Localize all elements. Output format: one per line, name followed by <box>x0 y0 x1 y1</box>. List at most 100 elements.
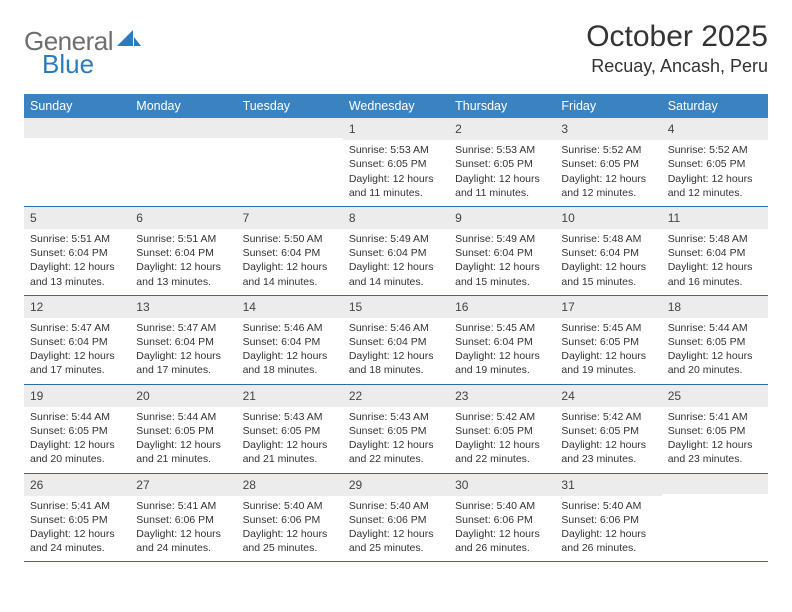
day-number: 25 <box>662 385 768 407</box>
sunrise-line: Sunrise: 5:41 AM <box>30 499 124 513</box>
day-cell: 21Sunrise: 5:43 AMSunset: 6:05 PMDayligh… <box>237 385 343 473</box>
sunrise-line: Sunrise: 5:45 AM <box>561 321 655 335</box>
day-body: Sunrise: 5:40 AMSunset: 6:06 PMDaylight:… <box>555 496 661 562</box>
day-cell: 1 Sunrise: 5:53 AMSunset: 6:05 PMDaylight… <box>343 118 449 206</box>
daylight-line: Daylight: 12 hours and 17 minutes. <box>30 349 124 377</box>
day-body: Sunrise: 5:47 AMSunset: 6:04 PMDaylight:… <box>24 318 130 384</box>
day-number <box>662 474 768 494</box>
day-body: Sunrise: 5:48 AMSunset: 6:04 PMDaylight:… <box>662 229 768 295</box>
day-number: 29 <box>343 474 449 496</box>
daylight-line: Daylight: 12 hours and 14 minutes. <box>243 260 337 288</box>
week-row: 12Sunrise: 5:47 AMSunset: 6:04 PMDayligh… <box>24 296 768 385</box>
weekday-header: Wednesday <box>343 94 449 118</box>
daylight-line: Daylight: 12 hours and 11 minutes. <box>455 172 549 200</box>
sunrise-line: Sunrise: 5:40 AM <box>455 499 549 513</box>
daylight-line: Daylight: 12 hours and 13 minutes. <box>136 260 230 288</box>
day-body: Sunrise: 5:48 AMSunset: 6:04 PMDaylight:… <box>555 229 661 295</box>
daylight-line: Daylight: 12 hours and 25 minutes. <box>243 527 337 555</box>
daylight-line: Daylight: 12 hours and 15 minutes. <box>561 260 655 288</box>
sunrise-line: Sunrise: 5:53 AM <box>349 143 443 157</box>
day-body: Sunrise: 5:44 AMSunset: 6:05 PMDaylight:… <box>130 407 236 473</box>
daylight-line: Daylight: 12 hours and 26 minutes. <box>561 527 655 555</box>
day-body: Sunrise: 5:51 AMSunset: 6:04 PMDaylight:… <box>130 229 236 295</box>
sunrise-line: Sunrise: 5:46 AM <box>349 321 443 335</box>
sunrise-line: Sunrise: 5:44 AM <box>668 321 762 335</box>
day-cell: 15Sunrise: 5:46 AMSunset: 6:04 PMDayligh… <box>343 296 449 384</box>
sunset-line: Sunset: 6:05 PM <box>30 513 124 527</box>
sunrise-line: Sunrise: 5:41 AM <box>136 499 230 513</box>
daylight-line: Daylight: 12 hours and 22 minutes. <box>349 438 443 466</box>
day-number: 24 <box>555 385 661 407</box>
sunset-line: Sunset: 6:05 PM <box>349 157 443 171</box>
day-body: Sunrise: 5:42 AMSunset: 6:05 PMDaylight:… <box>555 407 661 473</box>
week-row: 1Sunrise: 5:53 AMSunset: 6:05 PMDaylight… <box>24 118 768 207</box>
day-cell: 28Sunrise: 5:40 AMSunset: 6:06 PMDayligh… <box>237 474 343 562</box>
day-body: Sunrise: 5:44 AMSunset: 6:05 PMDaylight:… <box>24 407 130 473</box>
daylight-line: Daylight: 12 hours and 25 minutes. <box>349 527 443 555</box>
day-number <box>130 118 236 138</box>
sunrise-line: Sunrise: 5:49 AM <box>349 232 443 246</box>
day-number: 28 <box>237 474 343 496</box>
day-cell: 19Sunrise: 5:44 AMSunset: 6:05 PMDayligh… <box>24 385 130 473</box>
day-cell: 9Sunrise: 5:49 AMSunset: 6:04 PMDaylight… <box>449 207 555 295</box>
day-cell: 23Sunrise: 5:42 AMSunset: 6:05 PMDayligh… <box>449 385 555 473</box>
sunrise-line: Sunrise: 5:47 AM <box>30 321 124 335</box>
sunset-line: Sunset: 6:05 PM <box>136 424 230 438</box>
day-number: 1 <box>343 118 449 140</box>
sunset-line: Sunset: 6:04 PM <box>349 246 443 260</box>
day-cell: 25Sunrise: 5:41 AMSunset: 6:05 PMDayligh… <box>662 385 768 473</box>
sunset-line: Sunset: 6:05 PM <box>668 157 762 171</box>
day-number: 22 <box>343 385 449 407</box>
day-number <box>24 118 130 138</box>
day-body: Sunrise: 5:40 AMSunset: 6:06 PMDaylight:… <box>237 496 343 562</box>
daylight-line: Daylight: 12 hours and 24 minutes. <box>136 527 230 555</box>
day-body: Sunrise: 5:46 AMSunset: 6:04 PMDaylight:… <box>343 318 449 384</box>
sunset-line: Sunset: 6:04 PM <box>30 246 124 260</box>
month-title: October 2025 <box>586 20 768 54</box>
daylight-line: Daylight: 12 hours and 12 minutes. <box>561 172 655 200</box>
day-number: 19 <box>24 385 130 407</box>
day-number: 3 <box>555 118 661 140</box>
day-body: Sunrise: 5:52 AMSunset: 6:05 PMDaylight:… <box>662 140 768 206</box>
sunrise-line: Sunrise: 5:52 AM <box>561 143 655 157</box>
day-cell: 22Sunrise: 5:43 AMSunset: 6:05 PMDayligh… <box>343 385 449 473</box>
daylight-line: Daylight: 12 hours and 18 minutes. <box>243 349 337 377</box>
weekday-header: Sunday <box>24 94 130 118</box>
day-number: 11 <box>662 207 768 229</box>
daylight-line: Daylight: 12 hours and 26 minutes. <box>455 527 549 555</box>
daylight-line: Daylight: 12 hours and 20 minutes. <box>30 438 124 466</box>
sunset-line: Sunset: 6:05 PM <box>349 424 443 438</box>
day-cell: 11Sunrise: 5:48 AMSunset: 6:04 PMDayligh… <box>662 207 768 295</box>
day-body: Sunrise: 5:40 AMSunset: 6:06 PMDaylight:… <box>449 496 555 562</box>
sunrise-line: Sunrise: 5:44 AM <box>30 410 124 424</box>
weekday-header: Thursday <box>449 94 555 118</box>
sunset-line: Sunset: 6:05 PM <box>668 335 762 349</box>
day-number: 21 <box>237 385 343 407</box>
sunset-line: Sunset: 6:05 PM <box>30 424 124 438</box>
week-row: 19Sunrise: 5:44 AMSunset: 6:05 PMDayligh… <box>24 385 768 474</box>
day-number: 9 <box>449 207 555 229</box>
sunrise-line: Sunrise: 5:43 AM <box>243 410 337 424</box>
day-cell: 2Sunrise: 5:53 AMSunset: 6:05 PMDaylight… <box>449 118 555 206</box>
sunrise-line: Sunrise: 5:49 AM <box>455 232 549 246</box>
sunrise-line: Sunrise: 5:40 AM <box>561 499 655 513</box>
day-number: 10 <box>555 207 661 229</box>
sunrise-line: Sunrise: 5:45 AM <box>455 321 549 335</box>
day-body: Sunrise: 5:41 AMSunset: 6:05 PMDaylight:… <box>662 407 768 473</box>
daylight-line: Daylight: 12 hours and 23 minutes. <box>561 438 655 466</box>
day-cell: 17Sunrise: 5:45 AMSunset: 6:05 PMDayligh… <box>555 296 661 384</box>
day-body: Sunrise: 5:45 AMSunset: 6:04 PMDaylight:… <box>449 318 555 384</box>
weeks-container: 1Sunrise: 5:53 AMSunset: 6:05 PMDaylight… <box>24 118 768 562</box>
sunrise-line: Sunrise: 5:42 AM <box>455 410 549 424</box>
sunrise-line: Sunrise: 5:51 AM <box>30 232 124 246</box>
sunrise-line: Sunrise: 5:52 AM <box>668 143 762 157</box>
sunrise-line: Sunrise: 5:41 AM <box>668 410 762 424</box>
day-cell: 26Sunrise: 5:41 AMSunset: 6:05 PMDayligh… <box>24 474 130 562</box>
sunrise-line: Sunrise: 5:40 AM <box>243 499 337 513</box>
day-cell: 29Sunrise: 5:40 AMSunset: 6:06 PMDayligh… <box>343 474 449 562</box>
daylight-line: Daylight: 12 hours and 11 minutes. <box>349 172 443 200</box>
day-number: 27 <box>130 474 236 496</box>
day-number: 14 <box>237 296 343 318</box>
calendar: SundayMondayTuesdayWednesdayThursdayFrid… <box>24 94 768 562</box>
sunset-line: Sunset: 6:04 PM <box>349 335 443 349</box>
